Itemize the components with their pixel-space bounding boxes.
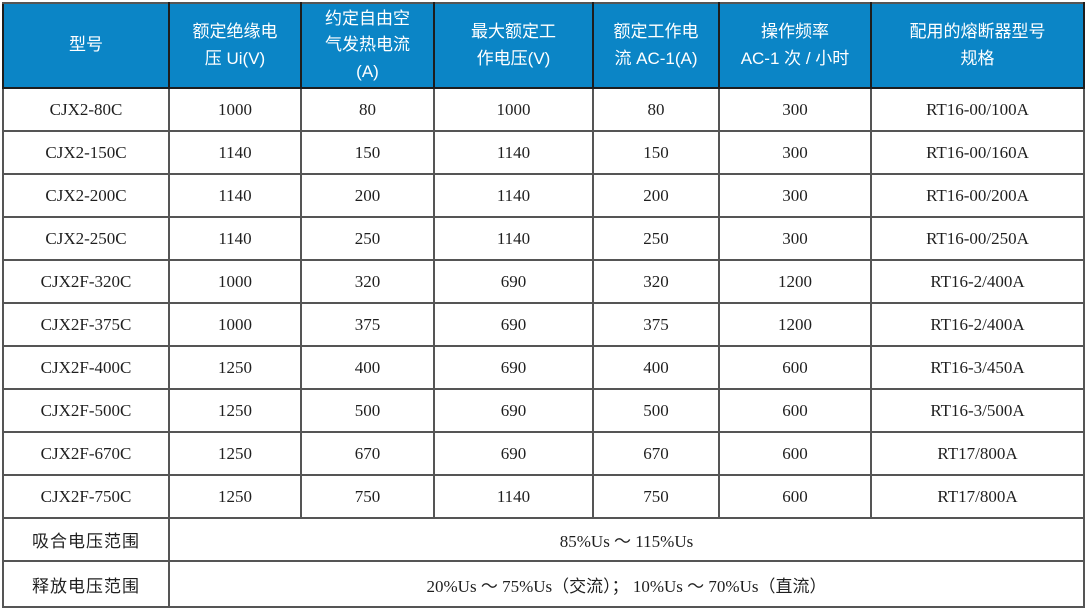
value-cell-rated-insulation-voltage: 1250 — [168, 388, 302, 434]
value-cell-conventional-free-air-thermal-current: 750 — [300, 474, 435, 520]
value-cell-operating-frequency: 300 — [718, 173, 872, 219]
header-cell-max-rated-working-voltage: 最大额定工 作电压(V) — [433, 1, 594, 90]
footer-label-cell: 吸合电压范围 — [2, 517, 170, 563]
value-cell-max-rated-working-voltage: 1140 — [433, 474, 594, 520]
footer-value-cell: 85%Us ～ 115%Us — [168, 517, 1085, 563]
value-cell-operating-frequency: 1200 — [718, 302, 872, 348]
value-cell-operating-frequency: 600 — [718, 431, 872, 477]
header-cell-rated-insulation-voltage: 额定绝缘电压 Ui(V) — [168, 1, 302, 90]
value-cell-rated-working-current-ac1: 375 — [592, 302, 720, 348]
value-cell-rated-insulation-voltage: 1000 — [168, 87, 302, 133]
header-cell-conventional-free-air-thermal-current: 约定自由空 气发热电流 (A) — [300, 1, 435, 90]
table-row: CJX2F-320C 1000 320 690 320 1200 RT16-2/400A — [2, 259, 1085, 305]
model-cell: CJX2F-500C — [2, 388, 170, 434]
table-row: CJX2F-750C 1250 750 1140 750 600 RT17/800A — [2, 474, 1085, 520]
value-cell-rated-insulation-voltage: 1250 — [168, 431, 302, 477]
table-row: CJX2-80C 1000 80 1000 80 300 RT16-00/100A — [2, 87, 1085, 133]
value-cell-operating-frequency: 600 — [718, 474, 872, 520]
header-cell-operating-frequency: 操作频率 AC-1 次 / 小时 — [718, 1, 872, 90]
value-cell-matching-fuse-model: RT16-2/400A — [870, 302, 1085, 348]
value-cell-matching-fuse-model: RT16-00/100A — [870, 87, 1085, 133]
value-cell-operating-frequency: 300 — [718, 216, 872, 262]
value-cell-rated-insulation-voltage: 1140 — [168, 173, 302, 219]
value-cell-rated-insulation-voltage: 1250 — [168, 345, 302, 391]
value-cell-rated-working-current-ac1: 200 — [592, 173, 720, 219]
footer-row: 释放电压范围 20%Us ～ 75%Us（交流）； 10%Us ～ 70%Us（直… — [2, 560, 1085, 609]
value-cell-max-rated-working-voltage: 1140 — [433, 130, 594, 176]
value-cell-conventional-free-air-thermal-current: 320 — [300, 259, 435, 305]
value-cell-max-rated-working-voltage: 690 — [433, 302, 594, 348]
value-cell-conventional-free-air-thermal-current: 375 — [300, 302, 435, 348]
value-cell-matching-fuse-model: RT16-2/400A — [870, 259, 1085, 305]
footer-row: 吸合电压范围 85%Us ～ 115%Us — [2, 517, 1085, 563]
value-cell-rated-working-current-ac1: 500 — [592, 388, 720, 434]
value-cell-max-rated-working-voltage: 1000 — [433, 87, 594, 133]
value-cell-rated-working-current-ac1: 150 — [592, 130, 720, 176]
value-cell-conventional-free-air-thermal-current: 200 — [300, 173, 435, 219]
value-cell-rated-working-current-ac1: 250 — [592, 216, 720, 262]
footer-value-cell: 20%Us ～ 75%Us（交流）； 10%Us ～ 70%Us（直流） — [168, 560, 1085, 609]
value-cell-matching-fuse-model: RT17/800A — [870, 474, 1085, 520]
value-cell-rated-working-current-ac1: 750 — [592, 474, 720, 520]
value-cell-max-rated-working-voltage: 1140 — [433, 216, 594, 262]
value-cell-conventional-free-air-thermal-current: 250 — [300, 216, 435, 262]
table-row: CJX2F-500C 1250 500 690 500 600 RT16-3/500A — [2, 388, 1085, 434]
model-cell: CJX2-80C — [2, 87, 170, 133]
table-row: CJX2-250C 1140 250 1140 250 300 RT16-00/250A — [2, 216, 1085, 262]
model-cell: CJX2F-750C — [2, 474, 170, 520]
table-footer: 吸合电压范围 85%Us ～ 115%Us 释放电压范围 20%Us ～ 75%Us（… — [2, 517, 1085, 609]
model-cell: CJX2-200C — [2, 173, 170, 219]
value-cell-rated-insulation-voltage: 1140 — [168, 216, 302, 262]
header-cell-matching-fuse-model: 配用的熔断器型号 规格 — [870, 1, 1085, 90]
value-cell-max-rated-working-voltage: 690 — [433, 259, 594, 305]
value-cell-rated-working-current-ac1: 320 — [592, 259, 720, 305]
value-cell-operating-frequency: 1200 — [718, 259, 872, 305]
value-cell-max-rated-working-voltage: 1140 — [433, 173, 594, 219]
value-cell-operating-frequency: 300 — [718, 87, 872, 133]
table-header: 型号 额定绝缘电压 Ui(V) 约定自由空 气发热电流 (A) 最大额定工 作电压(V) 额定… — [2, 1, 1085, 90]
value-cell-rated-working-current-ac1: 400 — [592, 345, 720, 391]
model-cell: CJX2-150C — [2, 130, 170, 176]
model-cell: CJX2-250C — [2, 216, 170, 262]
value-cell-rated-insulation-voltage: 1250 — [168, 474, 302, 520]
table-row: CJX2-200C 1140 200 1140 200 300 RT16-00/200A — [2, 173, 1085, 219]
value-cell-conventional-free-air-thermal-current: 80 — [300, 87, 435, 133]
footer-label-cell: 释放电压范围 — [2, 560, 170, 609]
value-cell-conventional-free-air-thermal-current: 670 — [300, 431, 435, 477]
value-cell-max-rated-working-voltage: 690 — [433, 431, 594, 477]
value-cell-max-rated-working-voltage: 690 — [433, 388, 594, 434]
value-cell-rated-working-current-ac1: 670 — [592, 431, 720, 477]
value-cell-max-rated-working-voltage: 690 — [433, 345, 594, 391]
value-cell-rated-working-current-ac1: 80 — [592, 87, 720, 133]
table-row: CJX2F-375C 1000 375 690 375 1200 RT16-2/400A — [2, 302, 1085, 348]
value-cell-matching-fuse-model: RT16-00/160A — [870, 130, 1085, 176]
value-cell-operating-frequency: 600 — [718, 388, 872, 434]
header-cell-rated-working-current-ac1: 额定工作电流 AC-1(A) — [592, 1, 720, 90]
value-cell-conventional-free-air-thermal-current: 150 — [300, 130, 435, 176]
header-cell-model: 型号 — [2, 1, 170, 90]
model-cell: CJX2F-400C — [2, 345, 170, 391]
table-row: CJX2F-670C 1250 670 690 670 600 RT17/800A — [2, 431, 1085, 477]
value-cell-matching-fuse-model: RT16-00/200A — [870, 173, 1085, 219]
value-cell-conventional-free-air-thermal-current: 500 — [300, 388, 435, 434]
table-row: CJX2-150C 1140 150 1140 150 300 RT16-00/160A — [2, 130, 1085, 176]
value-cell-operating-frequency: 300 — [718, 130, 872, 176]
value-cell-matching-fuse-model: RT17/800A — [870, 431, 1085, 477]
value-cell-rated-insulation-voltage: 1140 — [168, 130, 302, 176]
value-cell-operating-frequency: 600 — [718, 345, 872, 391]
value-cell-matching-fuse-model: RT16-3/450A — [870, 345, 1085, 391]
value-cell-rated-insulation-voltage: 1000 — [168, 259, 302, 305]
model-cell: CJX2F-670C — [2, 431, 170, 477]
value-cell-rated-insulation-voltage: 1000 — [168, 302, 302, 348]
model-cell: CJX2F-320C — [2, 259, 170, 305]
value-cell-conventional-free-air-thermal-current: 400 — [300, 345, 435, 391]
value-cell-matching-fuse-model: RT16-00/250A — [870, 216, 1085, 262]
table-body: CJX2-80C 1000 80 1000 80 300 RT16-00/100A CJX2-… — [2, 87, 1085, 520]
table-row: CJX2F-400C 1250 400 690 400 600 RT16-3/450A — [2, 345, 1085, 391]
header-row: 型号 额定绝缘电压 Ui(V) 约定自由空 气发热电流 (A) 最大额定工 作电压(V) 额定… — [2, 1, 1085, 90]
model-cell: CJX2F-375C — [2, 302, 170, 348]
value-cell-matching-fuse-model: RT16-3/500A — [870, 388, 1085, 434]
